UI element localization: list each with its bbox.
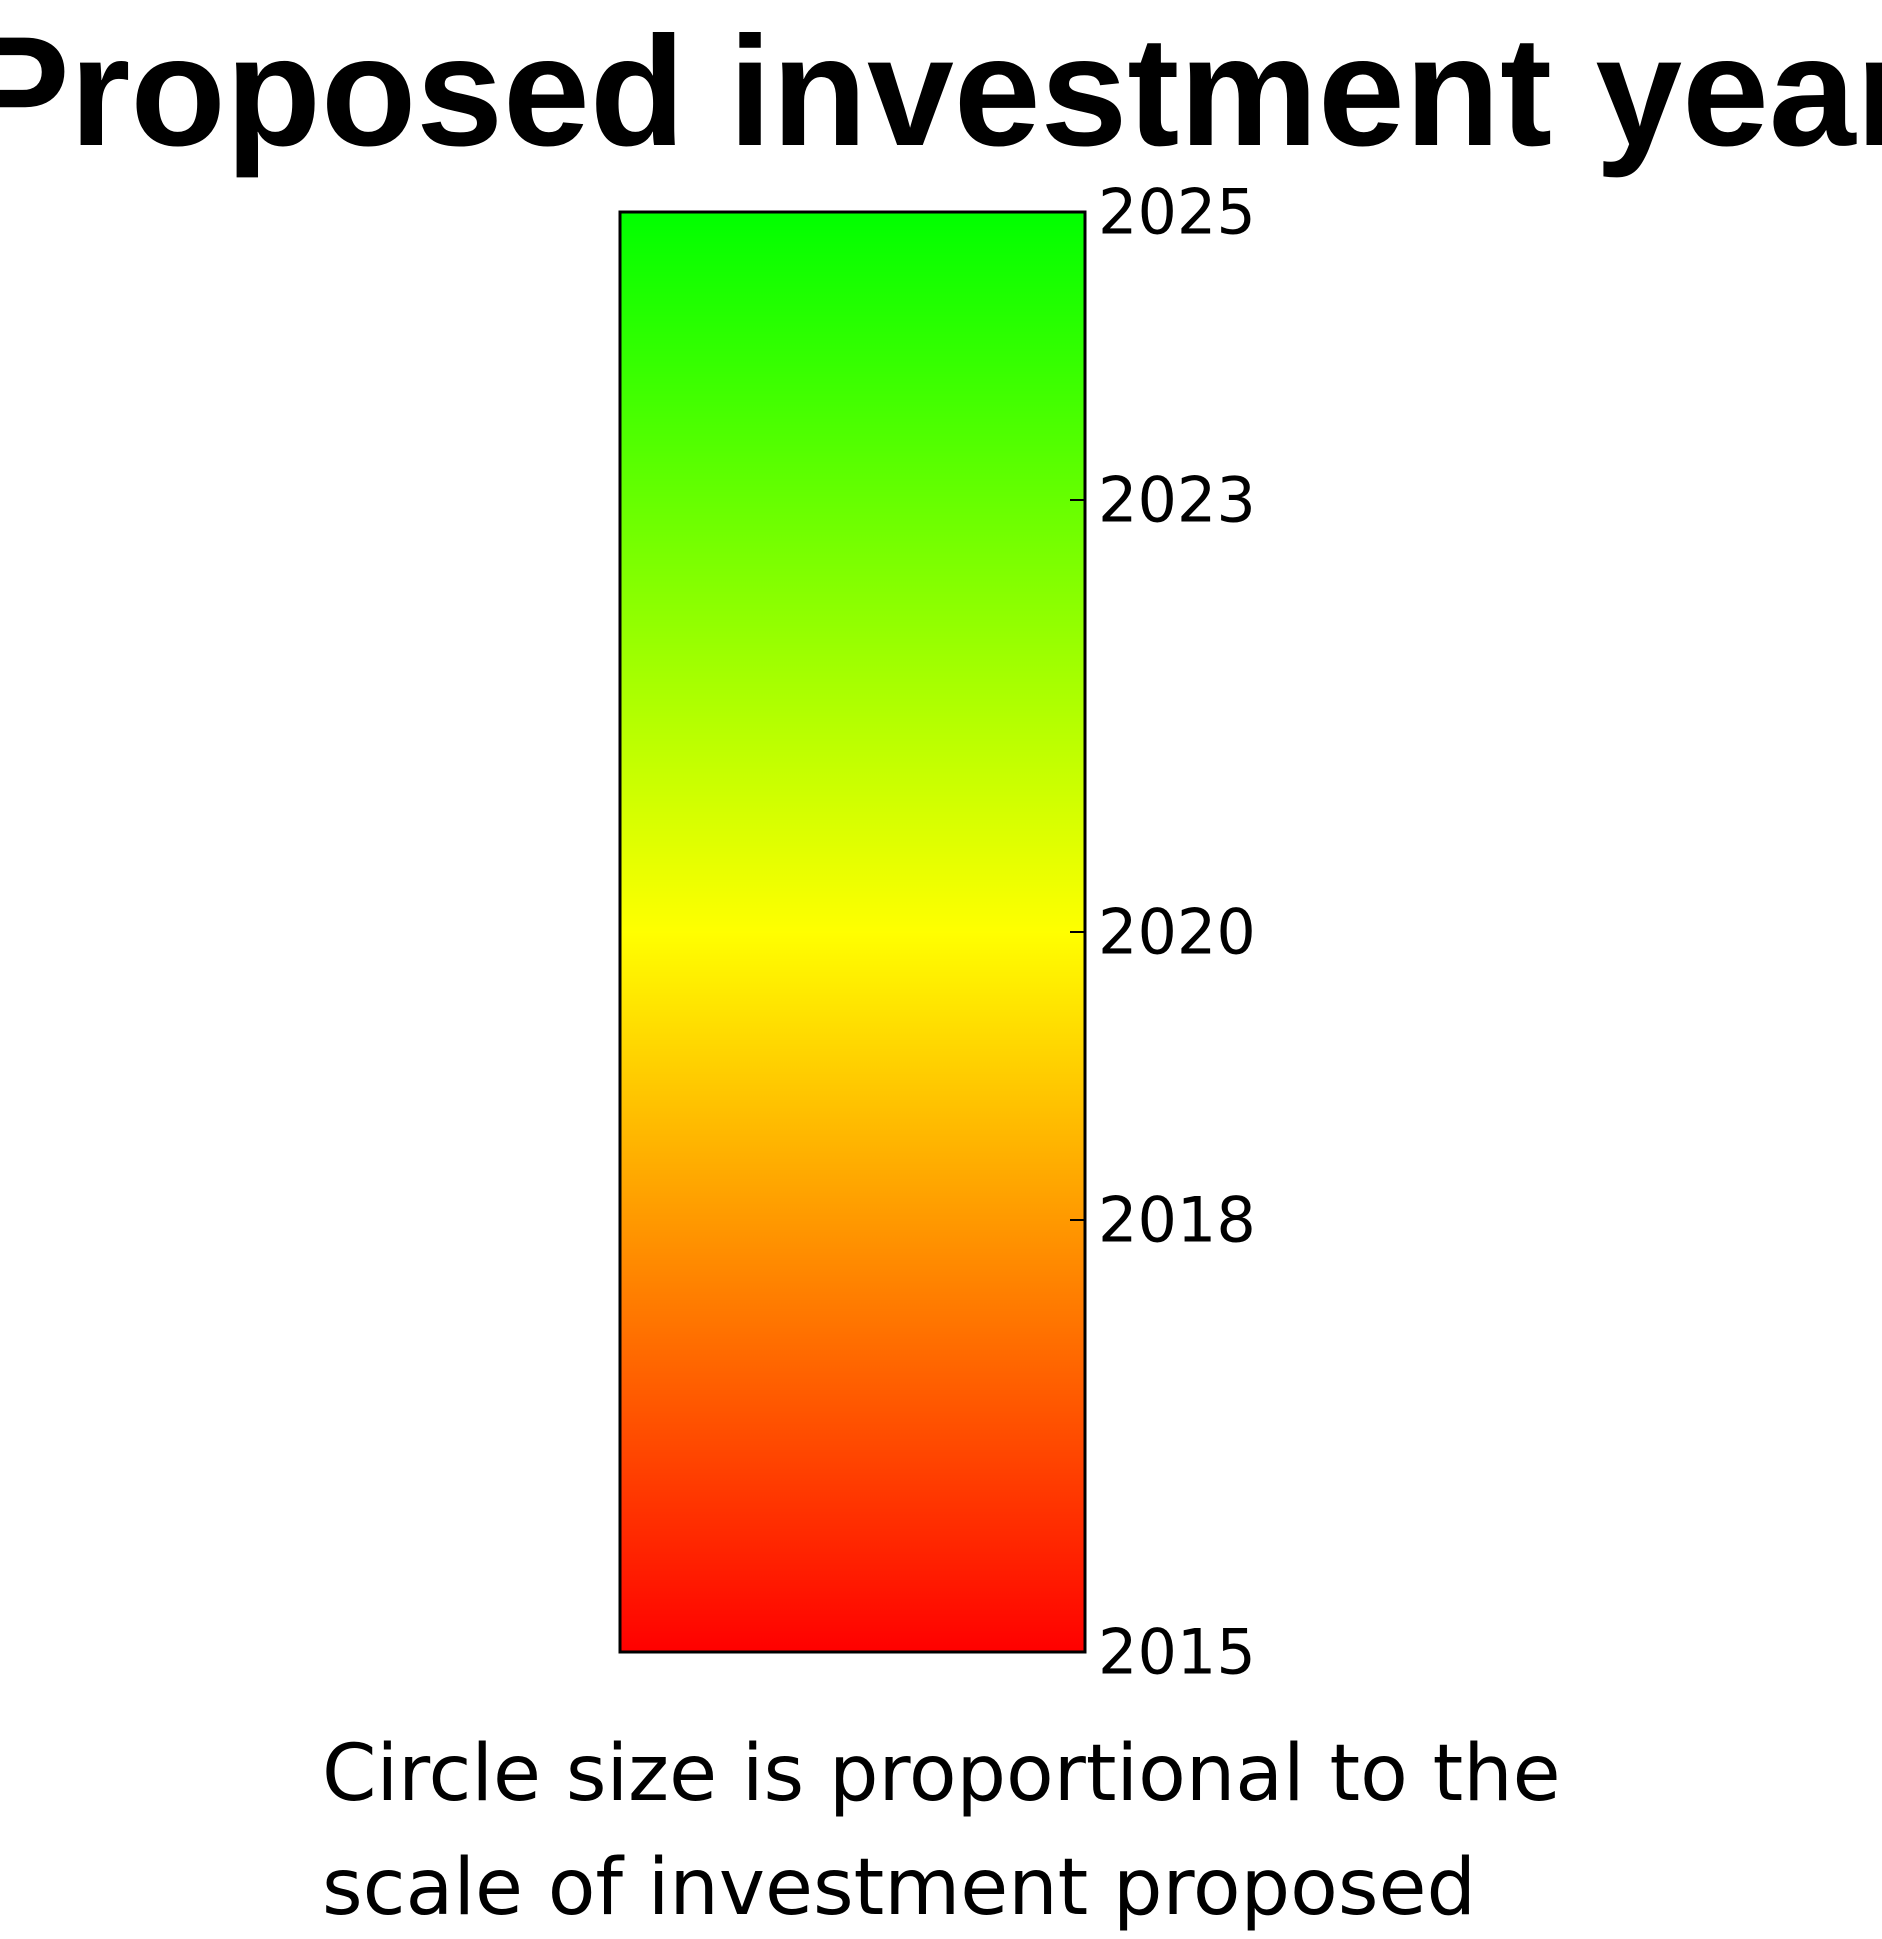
tick-label-2018: 2018 <box>1098 1184 1256 1257</box>
colorbar <box>618 210 1087 1654</box>
caption-line-1: Circle size is proportional to the <box>322 1729 1561 1819</box>
caption-line-2: scale of investment proposed <box>322 1843 1476 1933</box>
caption: Circle size is proportional to the scale… <box>322 1729 1561 1933</box>
tick-label-2020: 2020 <box>1098 896 1256 969</box>
colorbar-axis: 2015 2018 2020 2023 2025 <box>1070 176 1256 1689</box>
tick-label-2025: 2025 <box>1098 176 1256 249</box>
tick-label-2015: 2015 <box>1098 1616 1256 1689</box>
chart-title: Proposed investment year <box>0 5 1882 179</box>
tick-label-2023: 2023 <box>1098 464 1256 537</box>
